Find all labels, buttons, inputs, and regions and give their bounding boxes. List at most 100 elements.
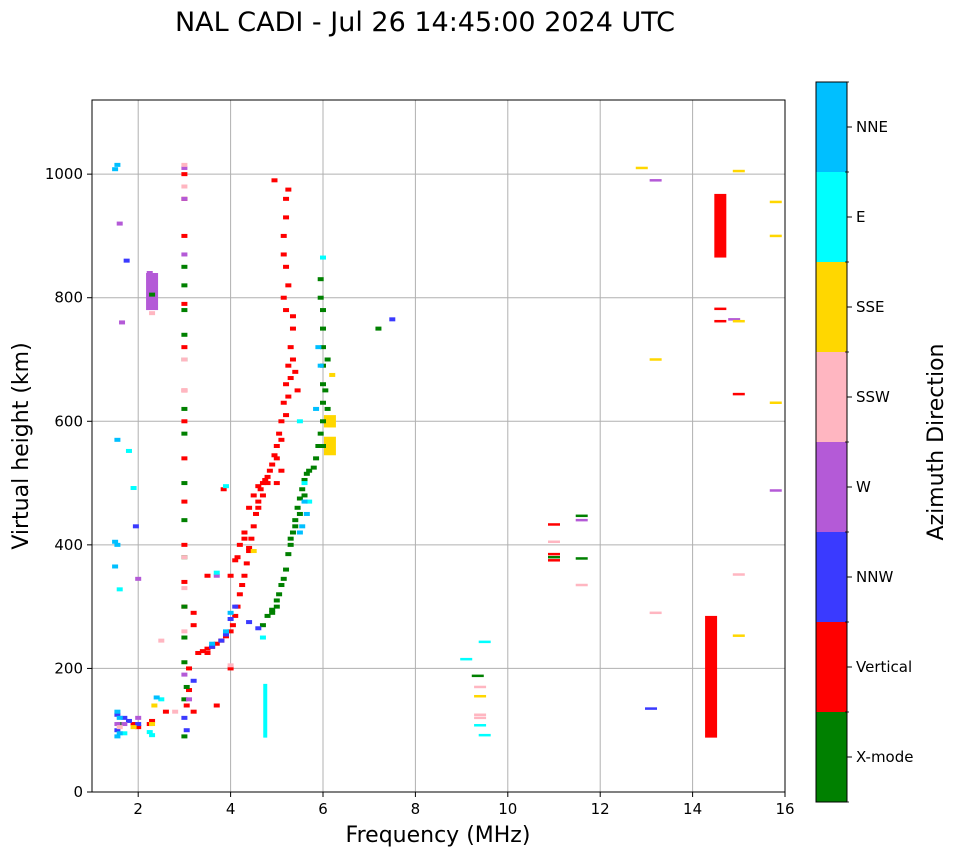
echo-point-vertical bbox=[250, 524, 257, 529]
echo-point-e bbox=[320, 255, 326, 260]
echo-point-sse bbox=[769, 200, 782, 204]
echo-point-sse bbox=[732, 634, 745, 637]
colorbar-segment-w bbox=[816, 442, 847, 532]
echo-point-vertical bbox=[195, 650, 202, 655]
echo-point-x-mode bbox=[320, 444, 326, 448]
echo-point-nne bbox=[112, 167, 119, 172]
echo-point-e bbox=[222, 484, 229, 489]
x-tick-label: 14 bbox=[683, 800, 702, 818]
echo-point-vertical bbox=[199, 649, 206, 654]
echo-point-vertical bbox=[220, 487, 227, 492]
echo-point-x-mode bbox=[181, 406, 188, 411]
echo-point-vertical bbox=[149, 718, 156, 723]
echo-point-vertical bbox=[204, 650, 211, 655]
echo-point-sse bbox=[329, 372, 336, 377]
echo-point-nne bbox=[112, 539, 119, 544]
echo-point-x-mode bbox=[292, 524, 299, 529]
echo-point-x-mode bbox=[324, 357, 331, 362]
echo-point-vertical bbox=[204, 646, 211, 651]
echo-point-vertical bbox=[283, 413, 290, 418]
echo-point-vertical bbox=[257, 487, 264, 492]
echo-point-x-mode bbox=[276, 592, 283, 597]
echo-point-x-mode bbox=[289, 530, 296, 535]
echo-point-vertical bbox=[294, 388, 301, 393]
echo-point-sse bbox=[732, 169, 745, 173]
colorbar: X-mode Vertical NNW W SSW SSE E NNE bbox=[815, 81, 913, 803]
echo-point-ssw bbox=[149, 311, 156, 316]
echo-point-vertical bbox=[255, 499, 262, 504]
plot-area bbox=[91, 99, 786, 793]
echo-point-vertical bbox=[548, 559, 560, 562]
echo-point-nnw bbox=[132, 524, 139, 529]
colorbar-frame bbox=[815, 81, 848, 803]
echo-point-vertical bbox=[227, 629, 234, 634]
echo-point-vertical bbox=[190, 709, 197, 714]
echo-point-vertical bbox=[548, 552, 560, 556]
echo-point-vertical bbox=[280, 252, 287, 257]
echo-point-vertical bbox=[232, 558, 239, 563]
colorbar-label-ssw: SSW bbox=[856, 388, 890, 406]
echo-point-x-mode bbox=[303, 471, 310, 476]
plot-background bbox=[92, 100, 785, 792]
echo-point-vertical bbox=[271, 453, 278, 458]
echo-point-x-mode bbox=[317, 295, 324, 300]
echo-point-w bbox=[181, 672, 188, 677]
echo-point-ssw bbox=[181, 184, 188, 189]
echo-point-vertical bbox=[287, 376, 294, 381]
echo-point-w bbox=[135, 576, 142, 581]
echo-point-vertical bbox=[130, 722, 137, 727]
echo-point-vertical bbox=[181, 419, 188, 424]
echo-point-w bbox=[114, 722, 121, 727]
y-axis: 0 200 400 600 800 1000 bbox=[45, 165, 92, 801]
echo-bar-vertical bbox=[705, 615, 718, 738]
echo-point-ssw bbox=[474, 716, 487, 720]
echo-point-e bbox=[213, 570, 220, 575]
x-axis: 2 4 6 8 10 12 14 16 bbox=[133, 792, 795, 818]
echo-point-x-mode bbox=[296, 511, 303, 516]
echo-point-w bbox=[649, 179, 662, 182]
echo-point-vertical bbox=[285, 363, 292, 368]
echo-point-vertical bbox=[714, 307, 727, 311]
colorbar-segment-sse bbox=[816, 262, 847, 352]
echo-point-ssw bbox=[181, 586, 188, 591]
echo-point-vertical bbox=[548, 523, 560, 526]
echo-point-vertical bbox=[181, 542, 188, 547]
echo-point-sse bbox=[250, 549, 257, 554]
echo-point-sse bbox=[474, 694, 487, 698]
echo-point-e bbox=[125, 448, 132, 453]
echo-point-x-mode bbox=[181, 283, 188, 288]
echo-point-vertical bbox=[259, 481, 266, 486]
colorbar-label: Azimuth Direction bbox=[924, 343, 949, 540]
echo-point-vertical bbox=[248, 536, 255, 541]
echo-point-nnw bbox=[218, 638, 225, 643]
echo-point-w bbox=[116, 221, 123, 226]
echo-point-vertical bbox=[213, 703, 220, 708]
echo-point-x-mode bbox=[320, 400, 326, 405]
echo-point-nnw bbox=[227, 617, 234, 621]
echo-point-sse bbox=[149, 722, 156, 727]
echo-point-x-mode bbox=[575, 514, 588, 518]
echo-point-x-mode bbox=[322, 388, 329, 393]
echo-point-x-mode bbox=[375, 326, 382, 331]
echo-point-vertical bbox=[181, 172, 188, 177]
y-tick-label: 1000 bbox=[45, 165, 83, 183]
echo-point-ssw bbox=[575, 583, 588, 587]
echo-point-w bbox=[181, 252, 188, 257]
colorbar-segment-nnw bbox=[816, 532, 847, 622]
x-axis-label: Frequency (MHz) bbox=[346, 823, 531, 848]
echo-bar-e bbox=[263, 683, 268, 738]
echo-point-nne bbox=[313, 406, 320, 411]
echo-point-x-mode bbox=[301, 493, 308, 498]
echo-point-vertical bbox=[229, 623, 236, 628]
echo-point-ssw bbox=[181, 388, 188, 393]
echo-point-vertical bbox=[162, 709, 169, 714]
echo-point-vertical bbox=[266, 468, 273, 473]
echo-point-nnw bbox=[389, 317, 396, 322]
echo-point-nne bbox=[303, 511, 310, 516]
echo-point-x-mode bbox=[292, 518, 299, 523]
echo-point-vertical bbox=[227, 573, 234, 578]
echo-point-w bbox=[769, 489, 782, 492]
echo-point-x-mode bbox=[317, 431, 324, 436]
echo-point-nnw bbox=[645, 707, 658, 710]
chart-title: NAL CADI - Jul 26 14:45:00 2024 UTC bbox=[175, 7, 675, 38]
